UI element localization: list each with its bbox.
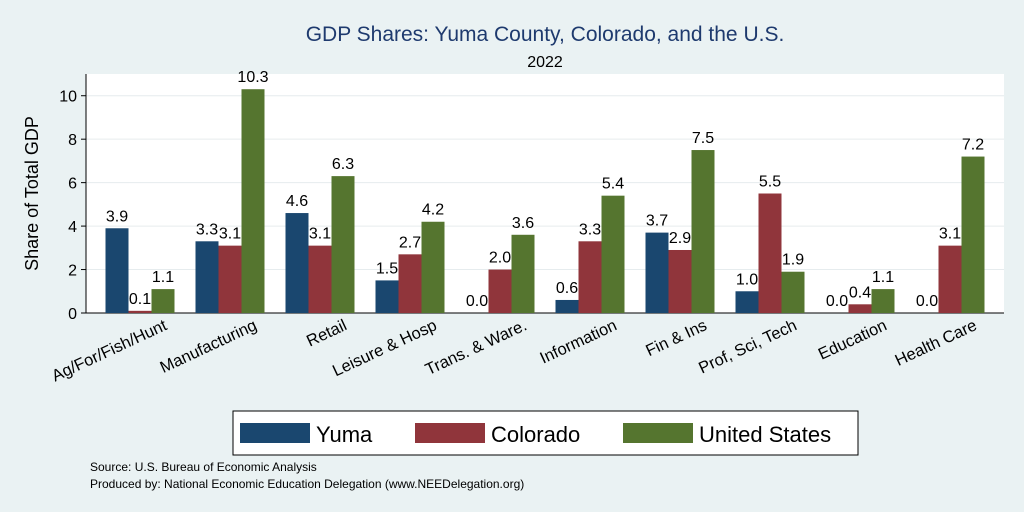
x-tick-label: Ag/For/Fish/Hunt: [49, 316, 170, 385]
x-tick-label: Health Care: [892, 316, 979, 370]
bar-value-label: 6.3: [332, 156, 354, 173]
bar-value-label: 0.6: [556, 280, 578, 297]
bar-colorado: [308, 245, 332, 313]
bar-value-label: 3.9: [106, 208, 128, 225]
x-tick-label: Retail: [304, 316, 350, 350]
bar-value-label: 0.0: [466, 293, 488, 310]
x-tick-label: Fin & Ins: [643, 316, 710, 360]
legend-label: United States: [699, 422, 831, 447]
y-tick-label: 2: [68, 263, 77, 280]
bar-united-states: [601, 195, 625, 313]
bar-value-label: 1.1: [872, 269, 894, 286]
bar-value-label: 1.9: [782, 252, 804, 269]
bar-united-states: [871, 289, 895, 313]
produced-by-note: Produced by: National Economic Education…: [90, 477, 524, 491]
y-tick-label: 8: [68, 132, 77, 149]
legend-label: Colorado: [491, 422, 580, 447]
legend-swatch-united-states: [623, 423, 693, 443]
bar-value-label: 0.1: [129, 291, 151, 308]
bar-yuma: [645, 232, 669, 313]
bar-united-states: [961, 156, 985, 313]
legend: Yuma Colorado United States: [232, 410, 859, 456]
bar-colorado: [848, 304, 872, 313]
y-tick-label: 4: [68, 219, 77, 236]
bar-value-label: 2.7: [399, 234, 421, 251]
y-axis-title: Share of Total GDP: [22, 116, 42, 271]
legend-box: [232, 410, 859, 456]
bar-united-states: [781, 271, 805, 313]
bar-value-label: 1.5: [376, 260, 398, 277]
bar-yuma: [195, 241, 219, 313]
legend-swatch-colorado: [415, 423, 485, 443]
bar-value-label: 1.0: [736, 271, 758, 288]
source-note: Source: U.S. Bureau of Economic Analysis: [90, 460, 317, 474]
x-tick-label: Information: [537, 316, 619, 367]
chart-title: GDP Shares: Yuma County, Colorado, and t…: [306, 23, 785, 46]
bar-colorado: [938, 245, 962, 313]
bar-colorado: [668, 249, 692, 313]
bar-value-label: 2.0: [489, 250, 511, 267]
bar-value-label: 1.1: [152, 269, 174, 286]
x-tick-label: Prof, Sci, Tech: [696, 316, 800, 377]
bar-value-label: 3.6: [512, 215, 534, 232]
y-tick-label: 10: [59, 89, 77, 106]
bar-value-label: 5.4: [602, 176, 624, 193]
bar-value-label: 4.6: [286, 193, 308, 210]
bar-value-label: 0.0: [916, 293, 938, 310]
bar-yuma: [375, 280, 399, 313]
bar-united-states: [691, 150, 715, 313]
y-tick-label: 0: [68, 306, 77, 323]
bar-united-states: [331, 176, 355, 313]
bar-colorado: [218, 245, 242, 313]
bar-value-label: 0.4: [849, 284, 871, 301]
bar-value-label: 3.3: [196, 221, 218, 238]
bar-yuma: [555, 299, 579, 313]
bar-united-states: [151, 289, 175, 313]
bar-colorado: [488, 269, 512, 313]
bar-yuma: [735, 291, 759, 313]
bar-value-label: 0.0: [826, 293, 848, 310]
bar-value-label: 10.3: [237, 69, 268, 86]
legend-label: Yuma: [316, 422, 373, 447]
bar-colorado: [758, 193, 782, 313]
x-tick-label: Manufacturing: [157, 316, 259, 377]
x-tick-label: Trans. & Ware.: [423, 316, 530, 379]
bar-united-states: [511, 234, 535, 313]
chart-subtitle: 2022: [527, 54, 563, 71]
x-tick-label: Education: [816, 316, 890, 363]
bar-yuma: [105, 228, 129, 313]
bar-colorado: [128, 310, 152, 313]
bar-value-label: 2.9: [669, 230, 691, 247]
bar-value-label: 7.2: [962, 137, 984, 154]
y-tick-label: 6: [68, 176, 77, 193]
bar-value-label: 5.5: [759, 174, 781, 191]
bar-value-label: 7.5: [692, 130, 714, 147]
bar-value-label: 3.1: [219, 226, 241, 243]
bar-united-states: [241, 89, 265, 313]
bar-yuma: [285, 213, 309, 313]
bar-value-label: 3.3: [579, 221, 601, 238]
bar-value-label: 3.1: [939, 226, 961, 243]
bar-value-label: 3.7: [646, 213, 668, 230]
legend-swatch-yuma: [240, 423, 310, 443]
bar-colorado: [398, 254, 422, 313]
bar-value-label: 4.2: [422, 202, 444, 219]
bar-value-label: 3.1: [309, 226, 331, 243]
bar-colorado: [578, 241, 602, 313]
bar-united-states: [421, 221, 445, 313]
